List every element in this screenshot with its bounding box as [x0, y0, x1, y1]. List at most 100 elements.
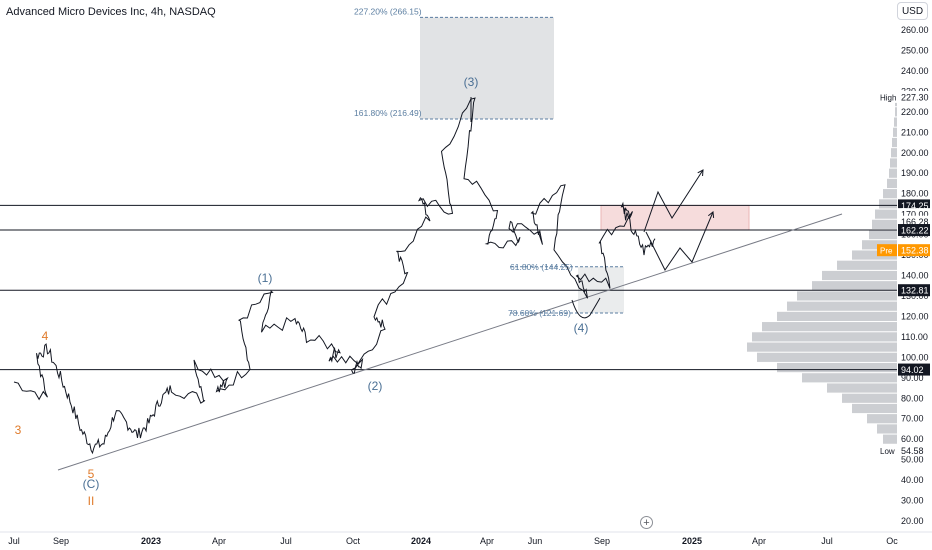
x-tick-label: Sep — [53, 536, 69, 546]
volume-profile-bar — [890, 158, 897, 168]
zones — [420, 17, 750, 313]
price-tag-value: 174.25 — [901, 201, 929, 211]
price-line — [13, 97, 656, 455]
price-tag-value: 162.22 — [901, 226, 929, 236]
volume-profile-bar — [777, 311, 897, 322]
price-tag-value: 152.38 — [901, 246, 929, 256]
y-tick-label: 180.00 — [901, 189, 929, 199]
symbol-title: Advanced Micro Devices Inc, 4h, NASDAQ — [6, 6, 216, 18]
y-tick-label: 30.00 — [901, 496, 924, 506]
y-tick-label: 260.00 — [901, 25, 929, 35]
volume-profile-bar — [802, 373, 897, 383]
price-tag-value: 170.00 — [901, 210, 929, 220]
y-axis-background — [897, 0, 932, 532]
volume-profile-bar — [777, 362, 897, 373]
x-tick-label: Jul — [280, 536, 292, 546]
volume-profile-bar — [812, 281, 897, 291]
horizontal-levels — [0, 16, 897, 371]
price-tag-label: Pre — [880, 247, 893, 256]
price-tag-label-box — [877, 444, 897, 457]
wave-label: (2) — [368, 379, 383, 393]
y-tick-label: 110.00 — [901, 332, 928, 342]
volume-profile-bar — [837, 260, 897, 270]
price-tag-value: 94.02 — [901, 365, 924, 375]
trendline — [57, 213, 843, 471]
volume-profile-bar — [889, 168, 897, 178]
y-tick-label: 140.00 — [901, 271, 929, 281]
volume-profile-bar — [827, 383, 897, 393]
x-tick-label: Jun — [528, 536, 543, 546]
y-tick-label: 220.00 — [901, 107, 929, 117]
volume-profile-bar — [869, 229, 897, 240]
volume-profile — [747, 97, 897, 454]
volume-profile-bar — [797, 291, 897, 301]
volume-profile-bar — [883, 434, 897, 444]
y-tick-label: 90.00 — [901, 373, 924, 383]
projection-path — [643, 169, 704, 233]
volume-profile-bar — [787, 301, 897, 311]
volume-profile-bar — [852, 250, 897, 260]
wave-label: (4) — [574, 321, 589, 335]
volume-profile-bar — [887, 178, 897, 189]
price-tag-label-box — [877, 244, 897, 257]
wave-label: 5 — [88, 467, 95, 481]
fib-label: 78.60% (121.69) — [508, 308, 571, 318]
y-tick-label: 190.00 — [901, 168, 929, 178]
volume-profile-bar — [867, 414, 897, 424]
price-tag-value: 166.28 — [901, 217, 929, 227]
fib-labels: 227.20% (266.15) 161.80% (216.49) 61.80% (… — [354, 6, 573, 318]
x-tick-label: Apr — [480, 536, 494, 546]
volume-profile-bar — [872, 219, 897, 229]
fib-label: 61.80% (144.25) — [510, 262, 573, 272]
x-tick-label: 2023 — [141, 536, 161, 546]
price-tag-value: 132.81 — [901, 286, 929, 296]
price-tag-box — [898, 90, 930, 103]
projection-paths — [643, 169, 715, 271]
y-tick-label: 250.00 — [901, 45, 929, 55]
price-series — [13, 97, 656, 455]
wave-label: (3) — [464, 75, 479, 89]
volume-profile-bar — [883, 189, 897, 199]
wave-label: 4 — [42, 329, 49, 343]
x-axis-background — [0, 532, 932, 550]
y-tick-label: 240.00 — [901, 66, 929, 76]
wave-labels: (3) (1) (2) (4) (C) 4 3 5 II — [15, 75, 589, 508]
volume-profile-bar — [757, 352, 897, 362]
y-tick-label: 80.00 — [901, 393, 924, 403]
price-tag-value: 54.58 — [901, 446, 924, 456]
price-tag-label: Low — [880, 447, 895, 456]
price-tag-label-box — [877, 90, 897, 103]
wave-4-arc — [571, 297, 601, 319]
x-axis[interactable]: Jul Sep 2023 Apr Jul Oct 2024 Apr Jun Sep 2025 Apr J… — [0, 531, 932, 550]
price-tag-box — [898, 224, 930, 237]
price-tag-box — [898, 444, 930, 457]
y-tick-label: 70.00 — [901, 414, 924, 424]
x-tick-label: Sep — [594, 536, 610, 546]
x-tick-label: 2024 — [411, 536, 431, 546]
x-tick-label: 2025 — [682, 536, 702, 546]
projection-arrow-icon — [707, 211, 715, 219]
wave-label: 3 — [15, 423, 22, 437]
x-tick-label: Jul — [8, 536, 20, 546]
volume-profile-bar — [852, 403, 897, 414]
y-tick-label: 50.00 — [901, 455, 924, 465]
y-tick-label: 60.00 — [901, 434, 924, 444]
x-tick-label: Apr — [752, 536, 766, 546]
y-tick-label: 20.00 — [901, 516, 924, 526]
y-tick-label: 200.00 — [901, 148, 929, 158]
currency-button[interactable]: USD — [897, 2, 928, 20]
add-plus-icon[interactable]: + — [640, 516, 653, 529]
volume-profile-bar — [752, 332, 897, 342]
price-tag-box — [898, 284, 930, 297]
volume-profile-bar — [877, 424, 897, 434]
price-tag-box — [898, 244, 930, 257]
volume-profile-bar — [842, 393, 897, 403]
projection-arrow-icon — [697, 169, 704, 177]
volume-profile-bar — [893, 127, 897, 137]
y-axis[interactable]: 20.00 30.00 40.00 50.00 60.00 70.00 80.00 90.00… — [897, 0, 932, 532]
volume-profile-bar — [747, 342, 897, 352]
wave-label: (C) — [83, 477, 100, 491]
y-tick-label: 100.00 — [901, 352, 929, 362]
